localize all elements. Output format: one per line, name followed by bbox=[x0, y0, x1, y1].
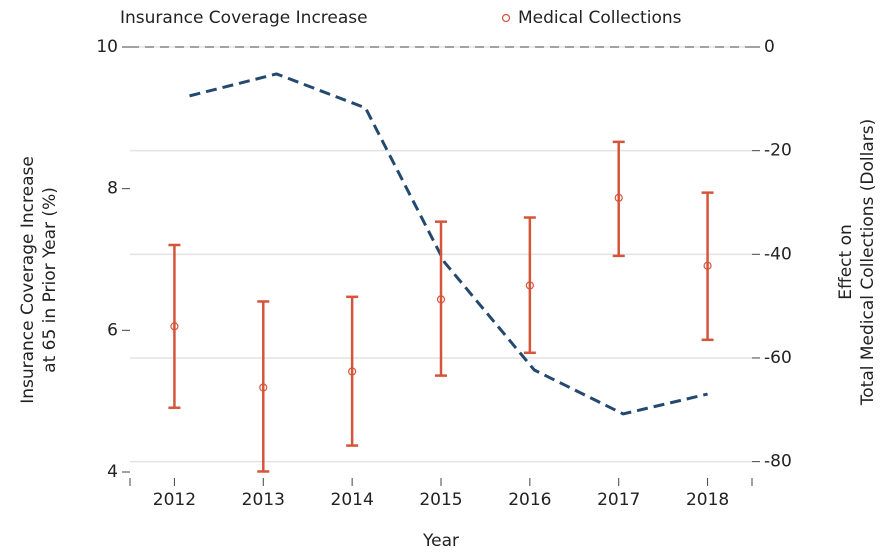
x-tick-label: 2018 bbox=[686, 490, 729, 510]
y-tick-label: 8 bbox=[107, 179, 118, 199]
y2-tick-label: -20 bbox=[764, 141, 792, 161]
point bbox=[436, 295, 446, 304]
x-tick-label: 2017 bbox=[597, 490, 640, 510]
x-tick-label: 2012 bbox=[153, 490, 196, 510]
y-tick-label: 10 bbox=[96, 37, 118, 57]
x-tick-label: 2014 bbox=[331, 490, 374, 510]
point bbox=[348, 367, 357, 376]
y-tick-label: 6 bbox=[107, 320, 118, 340]
legend-label: Medical Collections bbox=[518, 8, 682, 28]
y2-axis-title-line: Total Medical Collections (Dollars) bbox=[858, 119, 878, 406]
y-axis-title-line: Insurance Coverage Increase bbox=[18, 156, 38, 404]
x-tick-label: 2016 bbox=[508, 490, 551, 510]
legend-label: Insurance Coverage Increase bbox=[120, 8, 368, 28]
legend-marker bbox=[501, 13, 511, 23]
y2-axis-title: Effect on Total Medical Collections (Dol… bbox=[836, 119, 878, 406]
x-axis-title: Year bbox=[422, 531, 459, 551]
y-axis-title-line: at 65 in Prior Year (%) bbox=[40, 187, 60, 373]
point bbox=[703, 261, 712, 270]
x-tick-label: 2015 bbox=[419, 490, 462, 510]
y2-tick-label: -80 bbox=[764, 452, 792, 472]
point bbox=[259, 383, 268, 392]
line bbox=[189, 72, 708, 416]
y2-tick-label: -40 bbox=[764, 244, 792, 264]
point bbox=[614, 193, 623, 202]
y2-tick-label: 0 bbox=[764, 37, 775, 57]
y-axis-title: Insurance Coverage Increase at 65 in Pri… bbox=[18, 156, 60, 404]
point bbox=[525, 281, 534, 290]
point bbox=[170, 322, 179, 331]
x-tick-label: 2013 bbox=[242, 490, 285, 510]
y2-axis-title-line: Effect on bbox=[836, 224, 856, 300]
y-tick-label: 4 bbox=[107, 462, 118, 482]
y2-tick-label: -60 bbox=[764, 348, 792, 368]
